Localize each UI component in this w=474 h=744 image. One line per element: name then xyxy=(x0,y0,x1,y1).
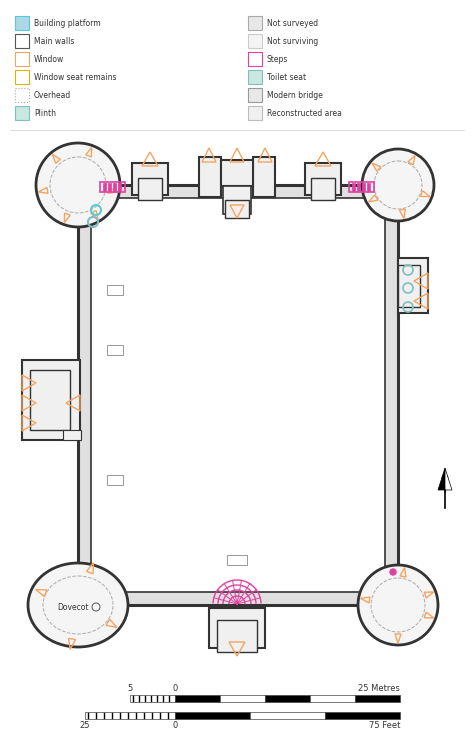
Text: 0: 0 xyxy=(173,721,178,730)
Text: 25 Metres: 25 Metres xyxy=(358,684,400,693)
Bar xyxy=(107,345,123,355)
Text: Not surviving: Not surviving xyxy=(267,36,318,45)
Bar xyxy=(78,592,398,605)
Bar xyxy=(15,70,29,84)
Bar xyxy=(265,695,310,702)
Bar xyxy=(223,186,251,214)
Text: Window: Window xyxy=(34,54,64,63)
Bar xyxy=(225,200,249,218)
Bar xyxy=(310,695,355,702)
Bar xyxy=(220,695,265,702)
Bar xyxy=(248,52,262,66)
Bar xyxy=(78,185,91,605)
Bar xyxy=(30,370,70,430)
Bar xyxy=(367,183,370,191)
Text: Not surveyed: Not surveyed xyxy=(267,19,318,28)
Bar xyxy=(385,185,398,605)
Bar xyxy=(85,712,175,719)
Text: 5: 5 xyxy=(128,684,133,693)
Bar xyxy=(103,183,106,191)
Text: Main walls: Main walls xyxy=(34,36,74,45)
Circle shape xyxy=(36,143,120,227)
Bar xyxy=(305,163,341,195)
Bar xyxy=(362,183,365,191)
Bar xyxy=(248,106,262,120)
Bar xyxy=(130,695,175,702)
Bar xyxy=(107,285,123,295)
Circle shape xyxy=(358,565,438,645)
Bar xyxy=(175,695,220,702)
Text: Plinth: Plinth xyxy=(34,109,56,118)
Bar xyxy=(78,185,398,198)
Bar xyxy=(250,712,325,719)
Text: Reconstructed area: Reconstructed area xyxy=(267,109,342,118)
Bar xyxy=(221,160,253,186)
Bar xyxy=(15,106,29,120)
Bar xyxy=(398,258,428,313)
Bar xyxy=(209,608,265,648)
Bar xyxy=(357,183,360,191)
Text: Overhead: Overhead xyxy=(34,91,71,100)
Bar xyxy=(22,360,80,440)
Bar xyxy=(352,183,355,191)
Bar xyxy=(248,88,262,102)
Bar xyxy=(100,182,125,192)
Text: Steps: Steps xyxy=(267,54,288,63)
Polygon shape xyxy=(438,468,445,490)
Bar xyxy=(227,555,247,565)
Bar xyxy=(15,88,29,102)
Bar xyxy=(108,183,111,191)
Bar xyxy=(63,430,81,440)
Bar xyxy=(248,70,262,84)
Bar xyxy=(113,183,116,191)
Text: Toilet seat: Toilet seat xyxy=(267,72,306,82)
Text: Dovecot: Dovecot xyxy=(57,603,89,612)
Bar xyxy=(118,183,121,191)
Bar xyxy=(107,475,123,485)
Bar xyxy=(15,34,29,48)
Text: Window seat remains: Window seat remains xyxy=(34,72,117,82)
Polygon shape xyxy=(445,468,452,490)
Text: Modern bridge: Modern bridge xyxy=(267,91,323,100)
Circle shape xyxy=(362,149,434,221)
Bar xyxy=(311,178,335,200)
Bar xyxy=(349,182,374,192)
Bar xyxy=(132,163,168,195)
Bar xyxy=(355,695,400,702)
Text: Building platform: Building platform xyxy=(34,19,100,28)
Bar xyxy=(138,178,162,200)
Bar xyxy=(217,620,257,652)
Bar xyxy=(253,157,275,197)
Bar xyxy=(248,16,262,30)
Bar xyxy=(175,712,250,719)
Bar xyxy=(15,52,29,66)
Bar xyxy=(248,34,262,48)
Bar xyxy=(199,157,221,197)
Text: 25: 25 xyxy=(80,721,90,730)
Ellipse shape xyxy=(28,563,128,647)
Bar xyxy=(325,712,400,719)
Bar xyxy=(15,16,29,30)
Text: 75 Feet: 75 Feet xyxy=(369,721,400,730)
Circle shape xyxy=(390,569,396,575)
Bar xyxy=(398,265,420,307)
Text: 0: 0 xyxy=(173,684,178,693)
